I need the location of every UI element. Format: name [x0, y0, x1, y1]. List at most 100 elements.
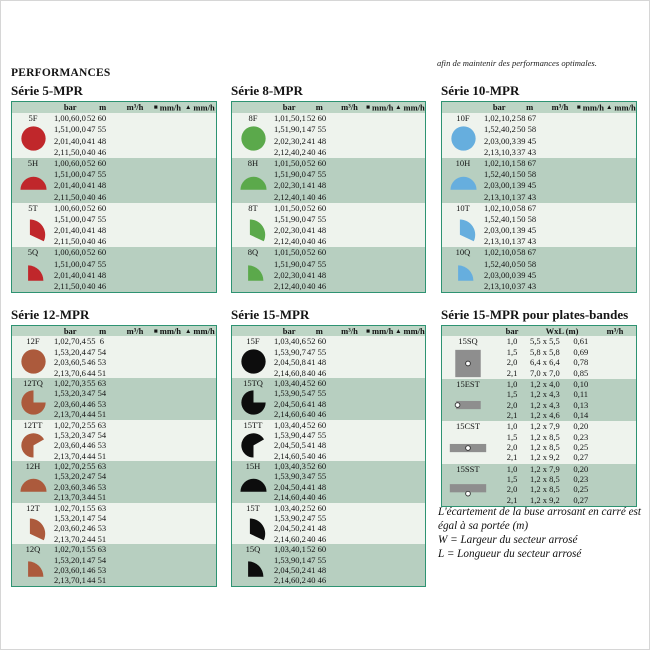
model-label-cell: 10T: [442, 203, 484, 248]
table-cell: 2,1: [506, 409, 518, 420]
table-cell: 60: [317, 336, 327, 347]
table-cell: 52: [86, 202, 96, 213]
table-cell: 2,0: [274, 180, 285, 191]
table-row: 1,51,00,024755: [54, 169, 107, 180]
triangle-icon: ▲: [395, 104, 402, 111]
model-group: 12TT1,02,70,2655631,53,20,3247542,03,60,…: [12, 419, 216, 462]
table-cell: 54: [97, 471, 107, 482]
table-cell: 50: [516, 124, 526, 135]
table-row: 2,14,60,844046: [274, 368, 327, 378]
table-cell: 1,0: [54, 157, 65, 168]
table-cell: 52: [86, 157, 96, 168]
table-cell: 53: [97, 440, 107, 451]
table-cell: 60: [97, 157, 107, 168]
table-cell: 1,5: [54, 213, 65, 224]
model-group: 10F 1,02,10,2658671,52,40,2950582,03,00,3…: [442, 113, 636, 158]
table-cell: 1,5: [274, 513, 285, 524]
table-cell: 0,18: [295, 554, 306, 565]
table-row: 2,04,50,214148: [274, 565, 327, 575]
table-cell: 47: [306, 213, 316, 224]
table-cell: 1,5: [54, 258, 65, 269]
table-row: 2,13,70,304451: [54, 492, 107, 502]
table-cell: 40: [86, 146, 96, 157]
full-circle-sector-icon: [240, 349, 266, 374]
table-cell: 60: [317, 113, 327, 124]
table-cell: 3,2: [64, 554, 76, 565]
model-group: 15TT1,03,40,4052601,53,90,4847552,04,50,…: [232, 419, 425, 462]
table-cell: 0,24: [75, 471, 86, 482]
table-cell: 5,8 x 5,8: [530, 346, 560, 357]
column-header-label: m³/h: [341, 326, 358, 336]
two-thirds-sector-icon: [20, 433, 44, 458]
table-row: 1,02,70,265563: [54, 420, 107, 430]
table-row: 2,14,60,214046: [274, 575, 327, 585]
table-cell: 1,5: [484, 124, 495, 135]
table-cell: 1,0: [506, 421, 518, 432]
table-cell: 46: [317, 367, 327, 378]
table-cell: 55: [317, 513, 327, 524]
model-code: 15SQ: [458, 336, 478, 347]
model-rows: 1,02,10,2658671,52,40,2950582,03,00,3539…: [484, 113, 537, 158]
table-cell: 1,5: [54, 169, 65, 180]
table-cell: 46: [86, 481, 96, 492]
table-cell: 0,11: [573, 389, 589, 400]
table-cell: 0,08: [295, 236, 306, 247]
table-cell: 41: [306, 135, 316, 146]
column-header-label: m³/h: [126, 102, 144, 112]
table-cell: 46: [317, 191, 327, 202]
column-header-label: m³/h: [126, 326, 144, 336]
table-cell: 55: [317, 429, 327, 440]
table-cell: 0,56: [295, 450, 306, 461]
table-cell: 2,4: [494, 213, 506, 224]
table-cell: 58: [527, 169, 537, 180]
table-cell: 2,4: [494, 169, 506, 180]
model-label-cell: 15TT: [232, 420, 274, 462]
table-row: 2,13,70,204451: [54, 534, 107, 544]
table-cell: 47: [86, 213, 96, 224]
model-label-cell: 8H: [232, 158, 274, 203]
table-cell: 0,09: [505, 281, 516, 291]
table-row: 1,52,40,075058: [484, 259, 537, 270]
table-cell: 0,28: [295, 533, 306, 544]
table-cell: 1,0: [54, 247, 65, 258]
model-code: 8Q: [247, 247, 259, 258]
table-cell: 41: [306, 481, 316, 492]
model-code: 12T: [26, 502, 40, 513]
table-cell: 52: [306, 157, 316, 168]
table-row: 2,14,60,634046: [274, 409, 327, 419]
table-cell: 44: [86, 575, 96, 586]
table-row: 2,13,10,183743: [484, 192, 537, 203]
table-row: 2,02,30,074148: [274, 225, 327, 236]
table-cell: 2,4: [494, 124, 506, 135]
table-cell: 2,0: [274, 225, 285, 236]
table-row: 2,11,50,094046: [54, 147, 107, 158]
table-cell: 4,5: [284, 481, 296, 492]
table-cell: 47: [306, 388, 316, 399]
table-cell: 3,7: [64, 450, 76, 461]
column-header-label: bar: [63, 326, 77, 336]
table-cell: 1,0: [506, 378, 518, 389]
table-row: 2,03,00,353945: [484, 136, 537, 147]
table-cell: 3,9: [284, 471, 296, 482]
table-cell: 3,4: [284, 502, 296, 513]
table-cell: 0,6: [64, 157, 76, 168]
table-cell: 2,4: [284, 281, 296, 291]
table-cell: 1,0: [54, 113, 65, 124]
column-header-label: bar: [505, 326, 519, 336]
table-cell: 43: [527, 191, 537, 202]
table-cell: 3,4: [284, 461, 296, 472]
table-cell: 55: [317, 554, 327, 565]
table-cell: 0,06: [295, 157, 306, 168]
table-cell: 50: [516, 213, 526, 224]
model-code: 10F: [456, 113, 470, 124]
model-rows: 1,02,10,0958671,52,40,1050582,03,00,1239…: [484, 203, 537, 248]
table-cell: 40: [306, 450, 316, 461]
table-cell: 0,12: [295, 191, 306, 202]
model-code: 15H: [245, 461, 261, 472]
table-cell: 41: [86, 180, 96, 191]
table-row: 2,02,30,224148: [274, 136, 327, 147]
header-corner-cell: [442, 102, 484, 113]
table-cell: 1,5: [54, 388, 65, 399]
table-cell: 1,0: [274, 544, 285, 555]
table-cell: 50: [516, 258, 526, 269]
